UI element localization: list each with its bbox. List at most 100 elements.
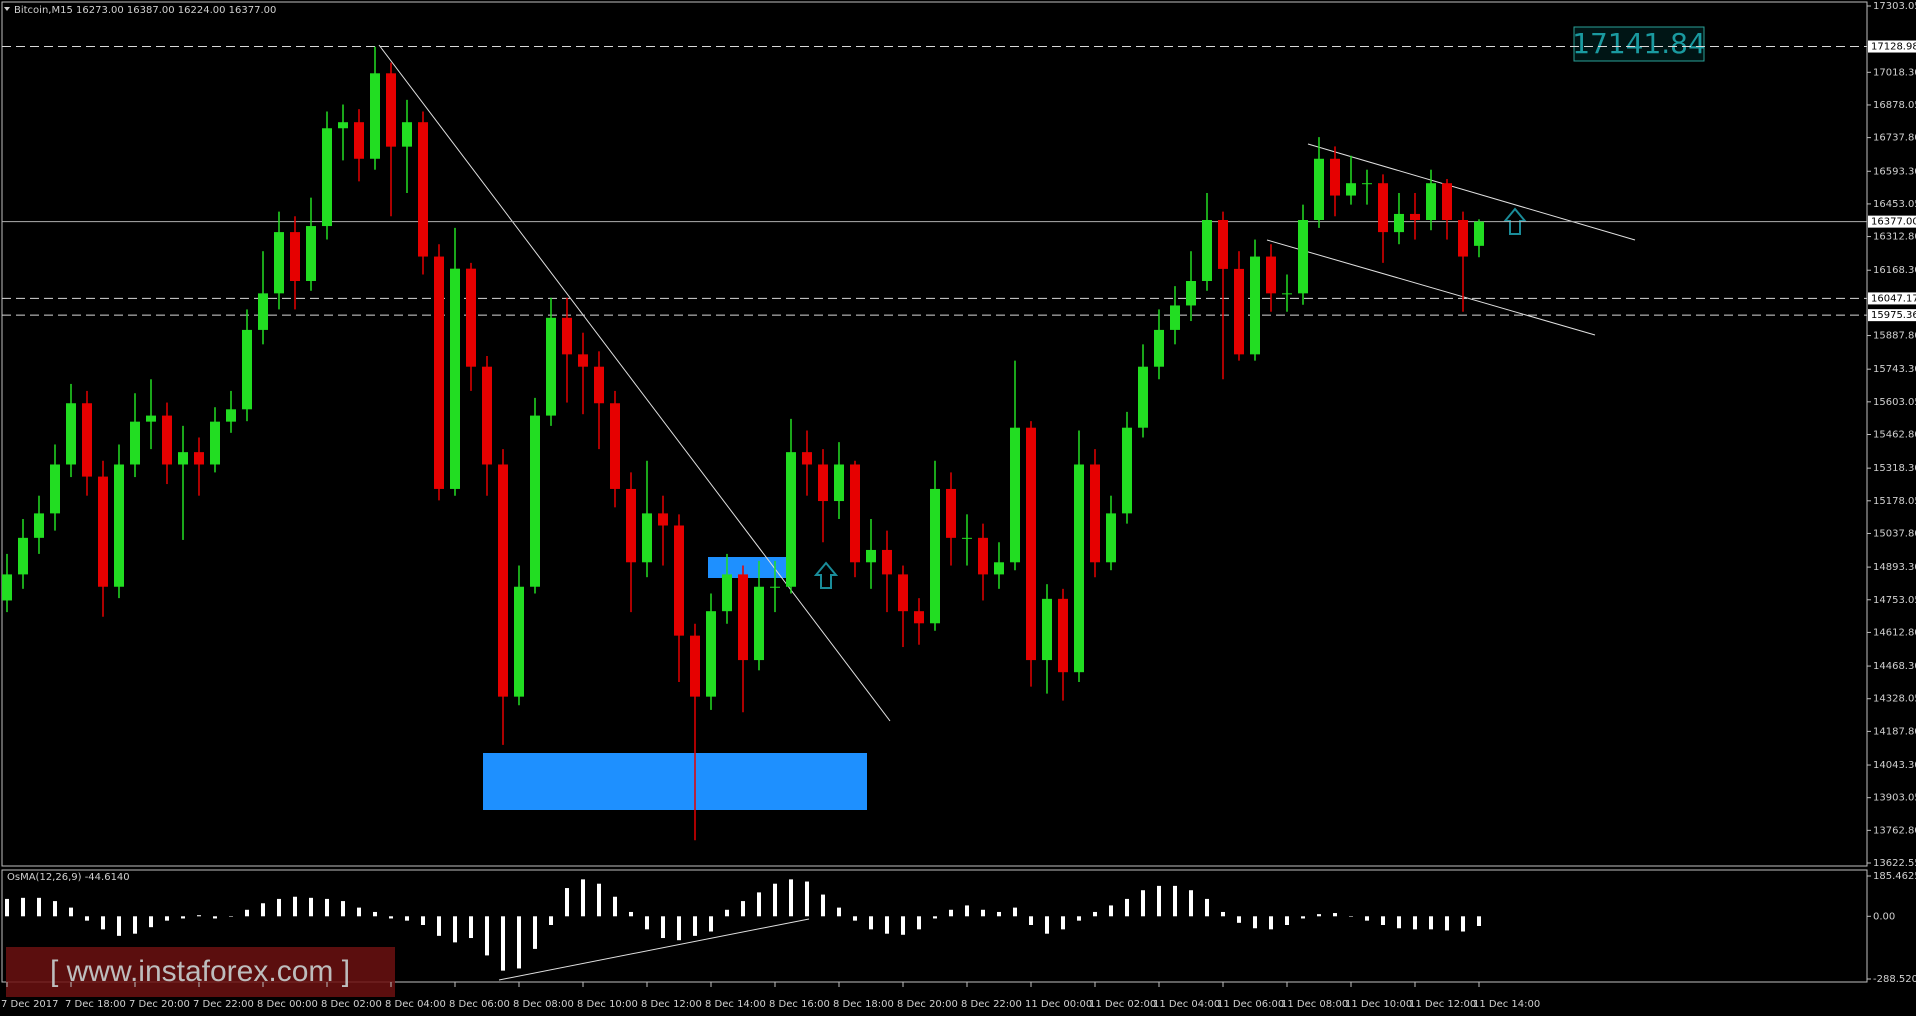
x-tick-label: 8 Dec 22:00 (961, 999, 1022, 1010)
candle-body (658, 513, 668, 526)
candle-body (850, 464, 860, 563)
histogram-bar (1237, 916, 1241, 923)
y-tick-label: 15037.80 (1873, 528, 1916, 539)
candle-body (258, 293, 268, 330)
histogram-bar (1461, 916, 1465, 932)
candle-body (1234, 268, 1244, 355)
x-tick-label: 8 Dec 12:00 (641, 999, 702, 1010)
candle-body (722, 574, 732, 612)
candle-body (114, 464, 124, 587)
histogram-bar (1253, 916, 1257, 929)
histogram-bar (757, 892, 761, 917)
candle-body (1394, 213, 1404, 233)
histogram-bar (965, 905, 969, 917)
x-tick-label: 11 Dec 00:00 (1025, 999, 1092, 1010)
histogram-bar (1429, 916, 1433, 930)
zone (483, 753, 867, 810)
x-tick-label: 8 Dec 14:00 (705, 999, 766, 1010)
histogram-bar (613, 896, 617, 917)
y-tick-label: 14893.30 (1873, 562, 1916, 573)
candle-body (594, 366, 604, 404)
x-tick-label: 11 Dec 14:00 (1473, 999, 1540, 1010)
histogram-bar (1221, 911, 1225, 917)
histogram-bar (789, 879, 793, 917)
price-label: 17141.84 (1572, 27, 1706, 60)
candle-body (178, 452, 188, 465)
histogram-bar (773, 883, 777, 917)
candle-body (1010, 427, 1020, 563)
y-tick-label: 0.00 (1873, 911, 1895, 922)
candle-body (1074, 464, 1084, 673)
candle-body (18, 537, 28, 575)
candle-body (226, 409, 236, 422)
y-tick-label: 14328.05 (1873, 694, 1916, 705)
level-label-bg (1868, 292, 1916, 305)
level-label: 16047.17 (1871, 293, 1916, 304)
zone (708, 557, 795, 578)
histogram-bar (485, 916, 489, 956)
candle-body (1410, 213, 1420, 220)
candle-body (370, 73, 380, 159)
candle-body (1154, 329, 1164, 367)
histogram-bar (1269, 916, 1273, 930)
candle-body (242, 329, 252, 410)
osc-title: OsMA(12,26,9) -44.6140 (7, 872, 130, 883)
y-tick-label: 17303.05 (1873, 1, 1916, 12)
y-tick-label: 15318.30 (1873, 463, 1916, 474)
osc-frame (1, 869, 1868, 983)
histogram-bar (405, 916, 409, 921)
histogram-bar (1109, 905, 1113, 917)
y-tick-label: 15603.05 (1873, 397, 1916, 408)
x-tick-label: 11 Dec 10:00 (1345, 999, 1412, 1010)
candle-body (1426, 183, 1436, 220)
x-tick-label: 11 Dec 08:00 (1281, 999, 1348, 1010)
candle-body (562, 317, 572, 355)
histogram-bar (1205, 898, 1209, 917)
candle-body (1250, 256, 1260, 355)
candle-body (466, 268, 476, 367)
histogram-bar (1189, 890, 1193, 917)
histogram-bar (853, 916, 857, 921)
histogram-bar (133, 916, 137, 934)
histogram-bar (261, 903, 265, 917)
x-tick-label: 7 Dec 20:00 (129, 999, 190, 1010)
histogram-bar (741, 901, 745, 917)
candle-body (322, 128, 332, 227)
histogram-bar (581, 879, 585, 917)
x-tick-label: 7 Dec 22:00 (193, 999, 254, 1010)
candle-body (642, 513, 652, 563)
candle-body (274, 232, 284, 294)
candle-body (1138, 366, 1148, 428)
histogram-bar (357, 907, 361, 917)
histogram-bar (805, 881, 809, 917)
x-tick-label: 8 Dec 18:00 (833, 999, 894, 1010)
x-tick-label: 11 Dec 06:00 (1217, 999, 1284, 1010)
candle-body (354, 122, 364, 159)
candle-body (1330, 158, 1340, 196)
histogram-bar (1413, 916, 1417, 930)
histogram-bar (341, 901, 345, 917)
candle-body (434, 256, 444, 489)
histogram-bar (1365, 916, 1369, 921)
candle-body (1474, 221, 1484, 246)
y-tick-label: 13622.55 (1873, 858, 1916, 869)
histogram-bar (389, 916, 393, 919)
candle-body (1346, 183, 1356, 196)
histogram-bar (1173, 885, 1177, 917)
candle-body (1058, 598, 1068, 673)
title-arrow (4, 7, 10, 11)
histogram-bar (885, 916, 889, 934)
histogram-bar (1077, 916, 1081, 921)
x-tick-label: 8 Dec 00:00 (257, 999, 318, 1010)
x-tick-label: 8 Dec 02:00 (321, 999, 382, 1010)
histogram-bar (1013, 907, 1017, 917)
candle-body (674, 525, 684, 636)
candle-body (1378, 183, 1388, 233)
candle-body (1298, 219, 1308, 294)
histogram-bar (165, 916, 169, 921)
candle-body (978, 537, 988, 575)
histogram-bar (933, 916, 937, 919)
histogram-bar (1397, 916, 1401, 929)
candle-body (1042, 598, 1052, 661)
candle-body (1314, 158, 1324, 220)
